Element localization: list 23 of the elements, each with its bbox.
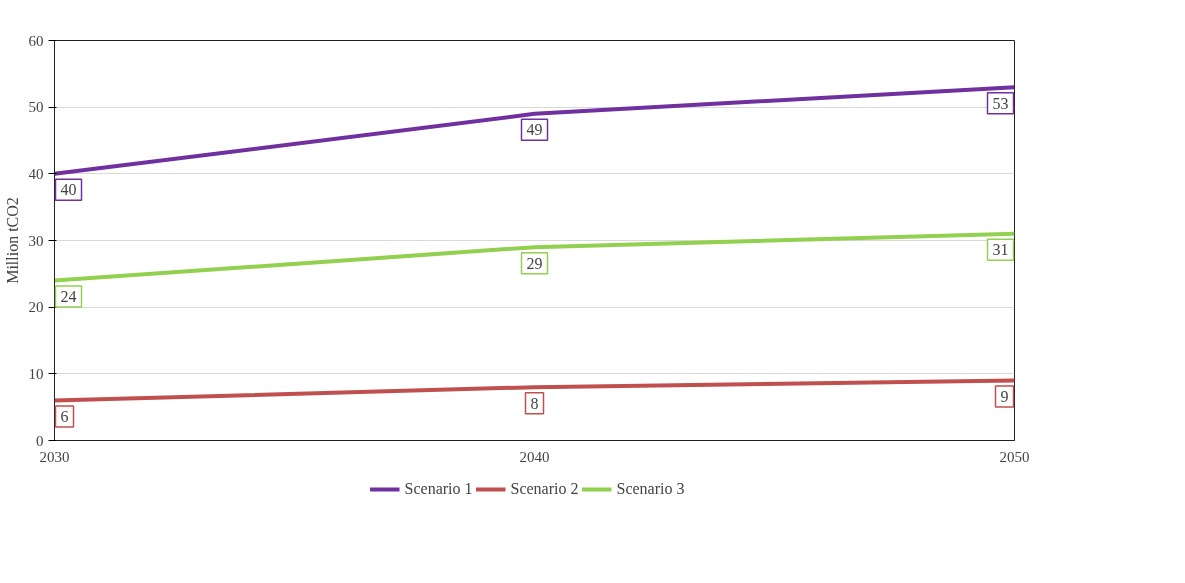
data-label: 29 <box>526 254 543 272</box>
y-tick-label: 0 <box>36 432 44 449</box>
data-label: 40 <box>60 181 77 199</box>
x-tick-label: 2050 <box>999 448 1030 465</box>
y-axis-title: Million tCO2 <box>3 197 21 284</box>
x-tick-label: 2030 <box>39 448 70 465</box>
y-tick-label: 50 <box>28 99 44 116</box>
data-label: 31 <box>992 241 1009 259</box>
data-label: 6 <box>60 408 69 425</box>
y-tick-label: 40 <box>28 165 44 182</box>
data-label: 9 <box>1000 388 1009 405</box>
y-tick-label: 10 <box>28 365 44 382</box>
legend-label: Scenario 1 <box>404 480 473 498</box>
data-label: 8 <box>530 394 539 412</box>
y-tick-label: 20 <box>28 299 44 316</box>
data-label: 49 <box>526 121 543 139</box>
data-label: 24 <box>60 288 77 305</box>
legend-label: Scenario 3 <box>616 480 685 498</box>
data-label: 53 <box>992 94 1009 112</box>
y-tick-label: 30 <box>28 232 44 249</box>
legend-label: Scenario 2 <box>510 480 579 498</box>
x-tick-label: 2040 <box>519 448 550 465</box>
y-tick-label: 60 <box>28 32 44 49</box>
